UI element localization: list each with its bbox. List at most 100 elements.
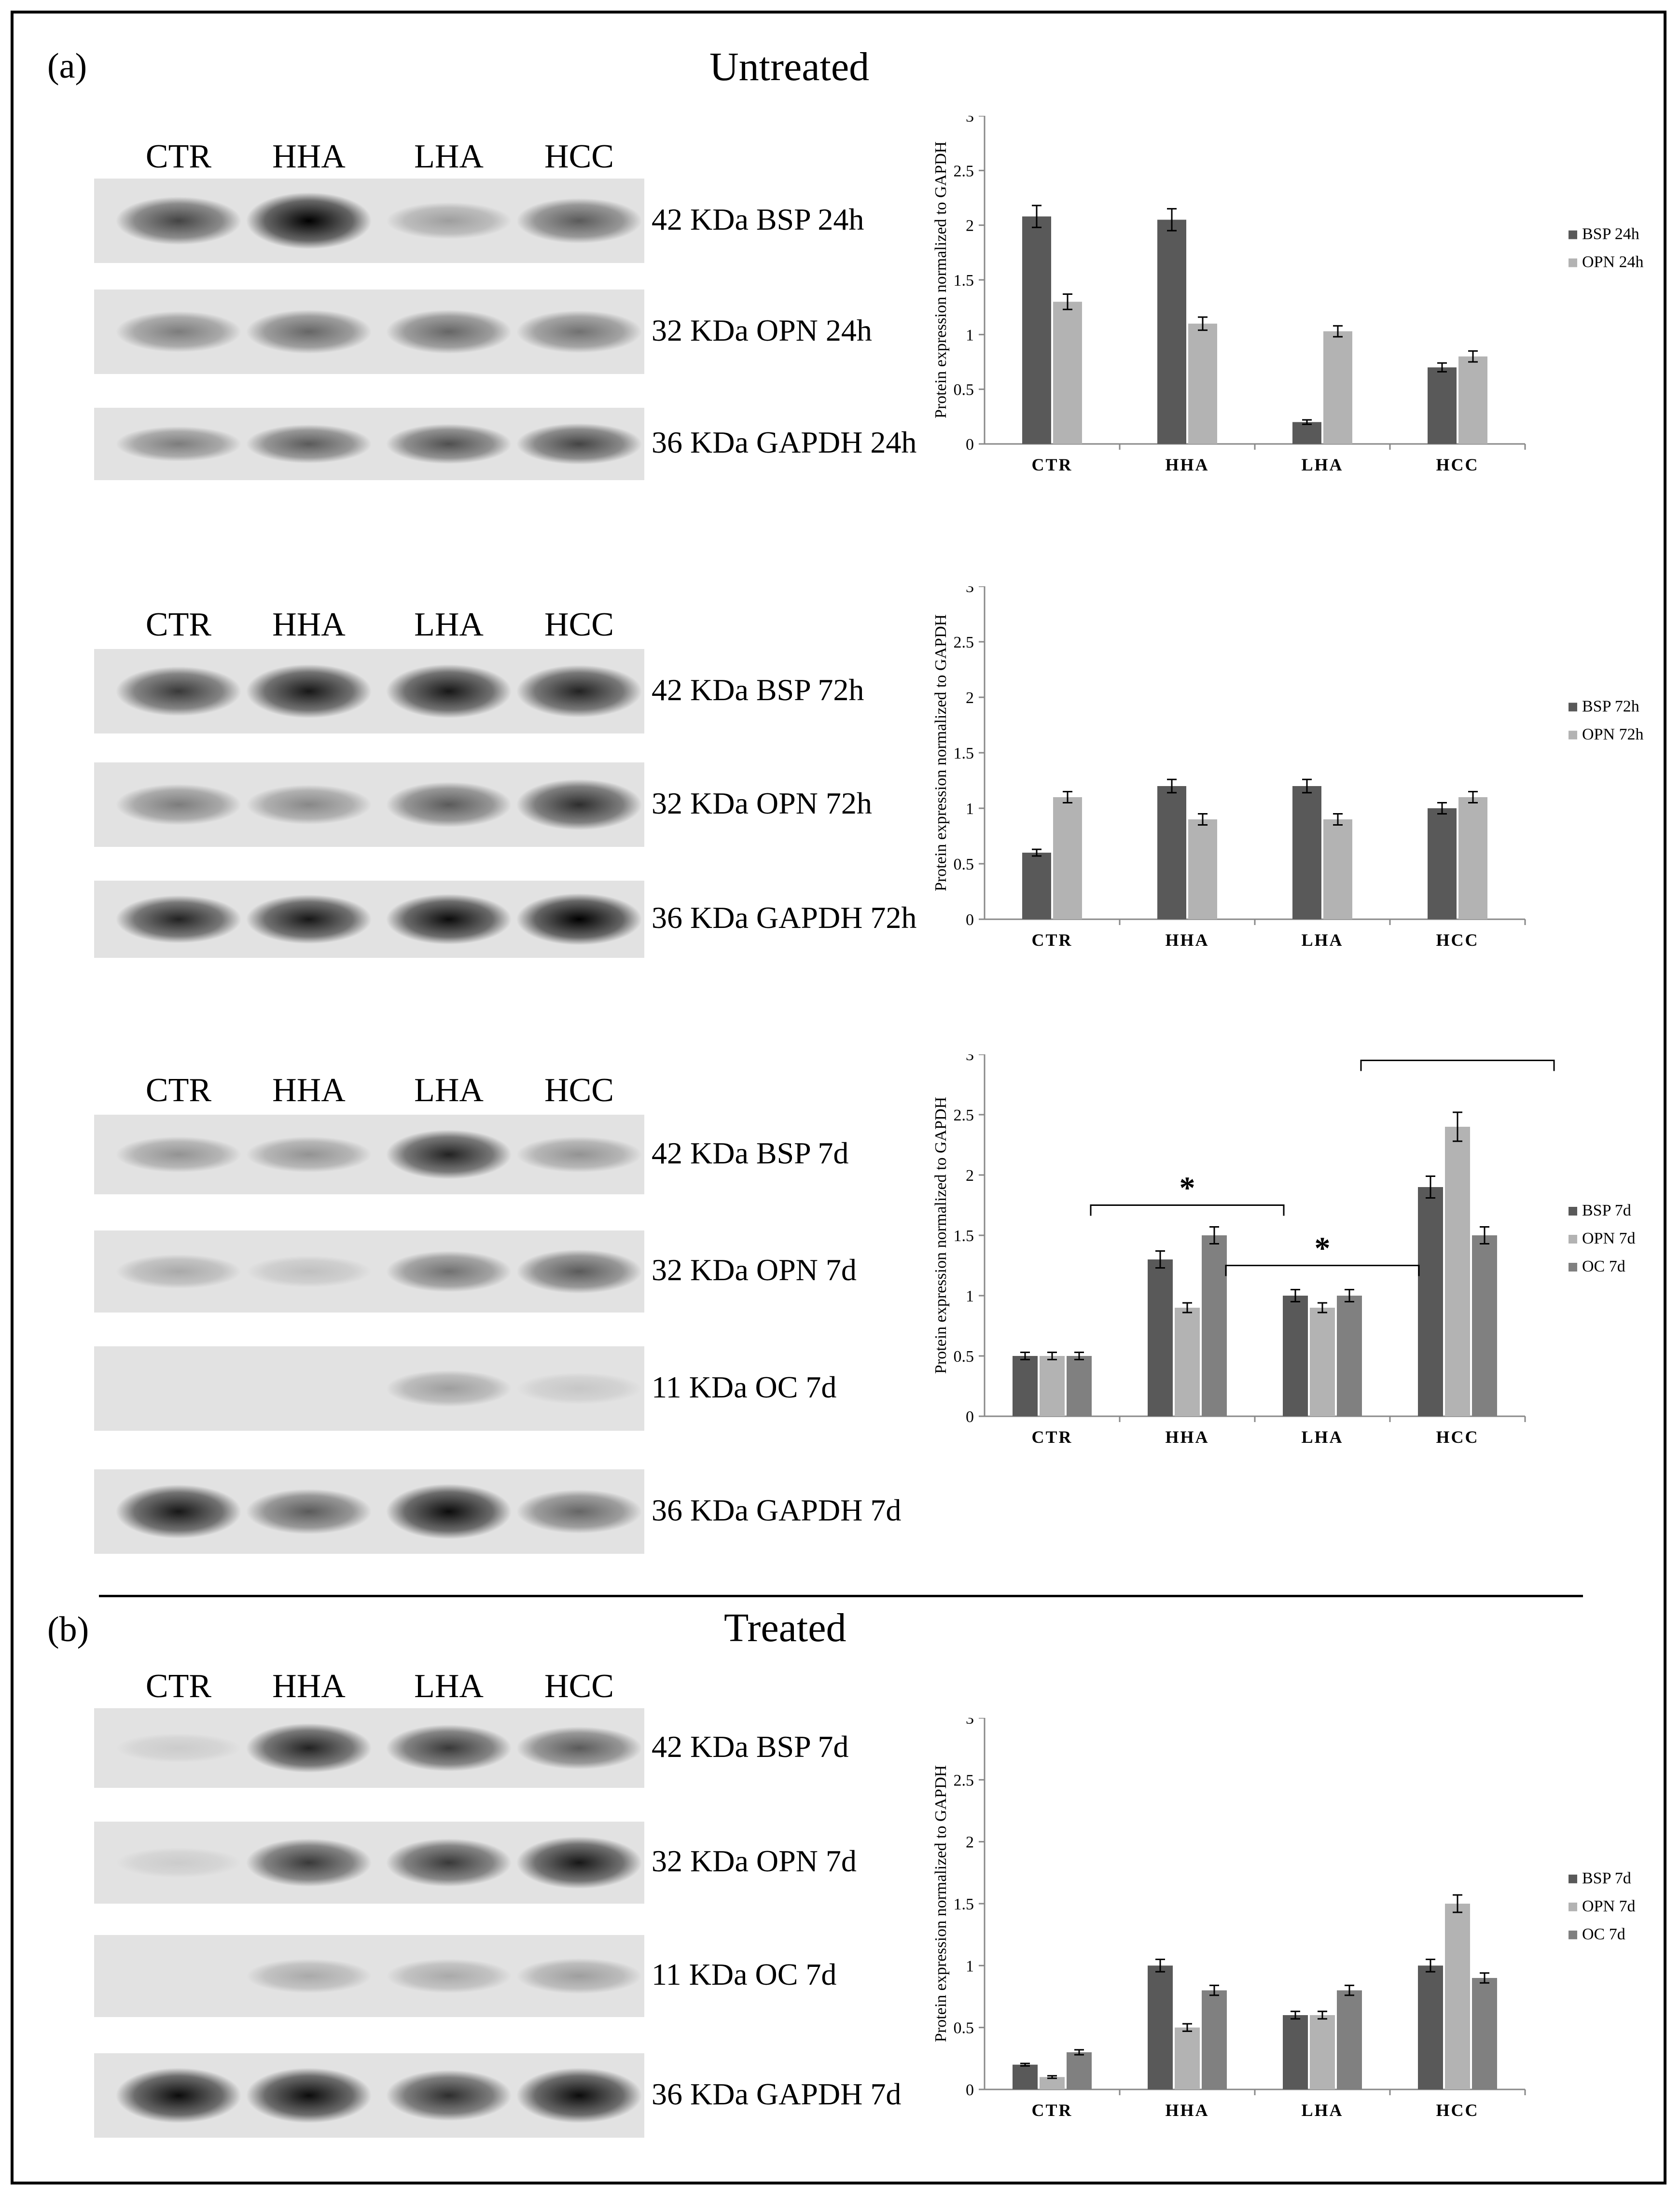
band-hha	[246, 309, 372, 354]
y-tick-label: 1.5	[954, 272, 974, 290]
x-tick-label: CTR	[1031, 1427, 1072, 1447]
x-tick-label: CTR	[1031, 455, 1072, 474]
band-hcc	[516, 1372, 642, 1405]
band-ctr	[116, 1254, 241, 1289]
lane-label-lha: LHA	[414, 1668, 484, 1705]
legend-swatch	[1569, 1263, 1577, 1272]
bar-opn-72h-lha	[1323, 819, 1352, 919]
band-hcc	[516, 665, 642, 718]
band-hcc	[516, 310, 642, 353]
bar-oc-7d-ctr	[1067, 2052, 1092, 2089]
blot-strip	[94, 1822, 644, 1904]
bar-oc-7d-ctr	[1067, 1356, 1092, 1416]
blot-strip	[94, 1469, 644, 1554]
legend-entry: OPN 7d	[1582, 1230, 1636, 1247]
blot-strip	[94, 1115, 644, 1194]
legend-entry: BSP 72h	[1582, 697, 1639, 715]
lane-label-hcc: HCC	[544, 138, 614, 175]
x-tick-label: LHA	[1301, 930, 1343, 950]
bar-bsp-24h-ctr	[1022, 216, 1051, 444]
band-hcc	[516, 893, 642, 945]
lane-label-ctr: CTR	[145, 1668, 212, 1705]
y-axis-label: Protein expression normalized to GAPDH	[932, 141, 950, 418]
bar-opn-72h-ctr	[1053, 797, 1082, 919]
lane-label-hcc: HCC	[544, 1072, 614, 1109]
band-ctr	[116, 196, 241, 245]
y-tick-label: 3	[966, 116, 974, 125]
y-tick-label: 1.5	[954, 745, 974, 762]
legend-swatch	[1569, 703, 1577, 712]
band-hha	[246, 1959, 372, 1993]
lane-label-hha: HHA	[272, 138, 346, 175]
x-tick-label: HCC	[1436, 455, 1479, 474]
band-hcc	[516, 198, 642, 244]
y-tick-label: 0	[966, 1408, 974, 1426]
bar-bsp-7d-hcc	[1418, 1965, 1443, 2089]
bar-opn-24h-hcc	[1458, 356, 1487, 444]
band-hha	[246, 1723, 372, 1773]
y-axis-label: Protein expression normalized to GAPDH	[932, 1765, 950, 2042]
band-label: 42 KDa BSP 7d	[652, 1729, 849, 1764]
band-hha	[246, 1136, 372, 1173]
y-tick-label: 2.5	[954, 1106, 974, 1124]
legend-entry: OPN 72h	[1582, 725, 1644, 743]
lane-label-hha: HHA	[272, 1668, 346, 1705]
x-tick-label: CTR	[1031, 2101, 1072, 2120]
lane-label-lha: LHA	[414, 1072, 484, 1109]
blot-strip	[94, 408, 644, 480]
band-label: 36 KDa GAPDH 7d	[652, 1493, 902, 1527]
y-tick-label: 3	[966, 586, 974, 596]
band-label: 32 KDa OPN 7d	[652, 1844, 857, 1878]
legend-entry: OC 7d	[1582, 1258, 1625, 1275]
band-label: 42 KDa BSP 72h	[652, 672, 864, 707]
band-lha	[386, 424, 512, 464]
legend-swatch	[1569, 1235, 1577, 1244]
significance-marker: *	[1315, 1231, 1331, 1266]
bar-opn-72h-hcc	[1458, 797, 1487, 919]
band-lha	[386, 202, 512, 239]
band-hcc	[516, 2068, 642, 2123]
panel-b-title: Treated	[724, 1605, 847, 1650]
bar-bsp-24h-lha	[1292, 422, 1321, 444]
band-hha	[246, 192, 372, 249]
y-tick-label: 2.5	[954, 1771, 974, 1789]
significance-bracket	[1360, 1060, 1555, 1071]
bar-bsp-72h-hha	[1157, 786, 1186, 919]
bar-oc-7d-lha	[1337, 1296, 1362, 1416]
lane-label-ctr: CTR	[145, 138, 212, 175]
bar-chart-1: 0 0.5 1 1.5 2 2.5 3 Protein expression normaliz…	[932, 116, 1644, 474]
x-tick-label: LHA	[1301, 1427, 1343, 1447]
y-tick-label: 1	[966, 326, 974, 344]
x-tick-label: HHA	[1165, 455, 1209, 474]
band-hha	[246, 2068, 372, 2123]
x-tick-label: HHA	[1165, 1427, 1209, 1447]
bar-opn-7d-hha	[1175, 2027, 1200, 2089]
bar-bsp-7d-lha	[1283, 2015, 1308, 2089]
band-hcc	[516, 423, 642, 465]
y-tick-label: 0	[966, 911, 974, 929]
band-lha	[386, 309, 512, 354]
band-ctr	[116, 895, 241, 943]
band-hcc	[516, 1836, 642, 1889]
y-tick-label: 2.5	[954, 634, 974, 651]
band-lha	[386, 664, 512, 719]
band-label: 32 KDa OPN 7d	[652, 1253, 857, 1287]
band-label: 36 KDa GAPDH 7d	[652, 2076, 902, 2111]
significance-bracket	[1225, 1265, 1420, 1276]
lane-label-lha: LHA	[414, 138, 484, 175]
panel-b-label: (b)	[47, 1610, 89, 1649]
band-hcc	[516, 779, 642, 830]
legend-swatch	[1569, 731, 1577, 740]
legend-swatch	[1569, 1902, 1577, 1911]
band-lha	[386, 1130, 512, 1179]
bar-opn-7d-lha	[1310, 1308, 1335, 1416]
band-label: 36 KDa GAPDH 72h	[652, 900, 917, 935]
band-label: 32 KDa OPN 24h	[652, 313, 872, 347]
lane-label-lha: LHA	[414, 606, 484, 643]
bar-bsp-7d-ctr	[1013, 2064, 1038, 2089]
x-tick-label: HCC	[1436, 930, 1479, 950]
legend-entry: OPN 7d	[1582, 1897, 1636, 1915]
bar-bsp-7d-ctr	[1013, 1356, 1038, 1416]
lane-label-ctr: CTR	[145, 606, 212, 643]
blot-strip	[94, 179, 644, 263]
